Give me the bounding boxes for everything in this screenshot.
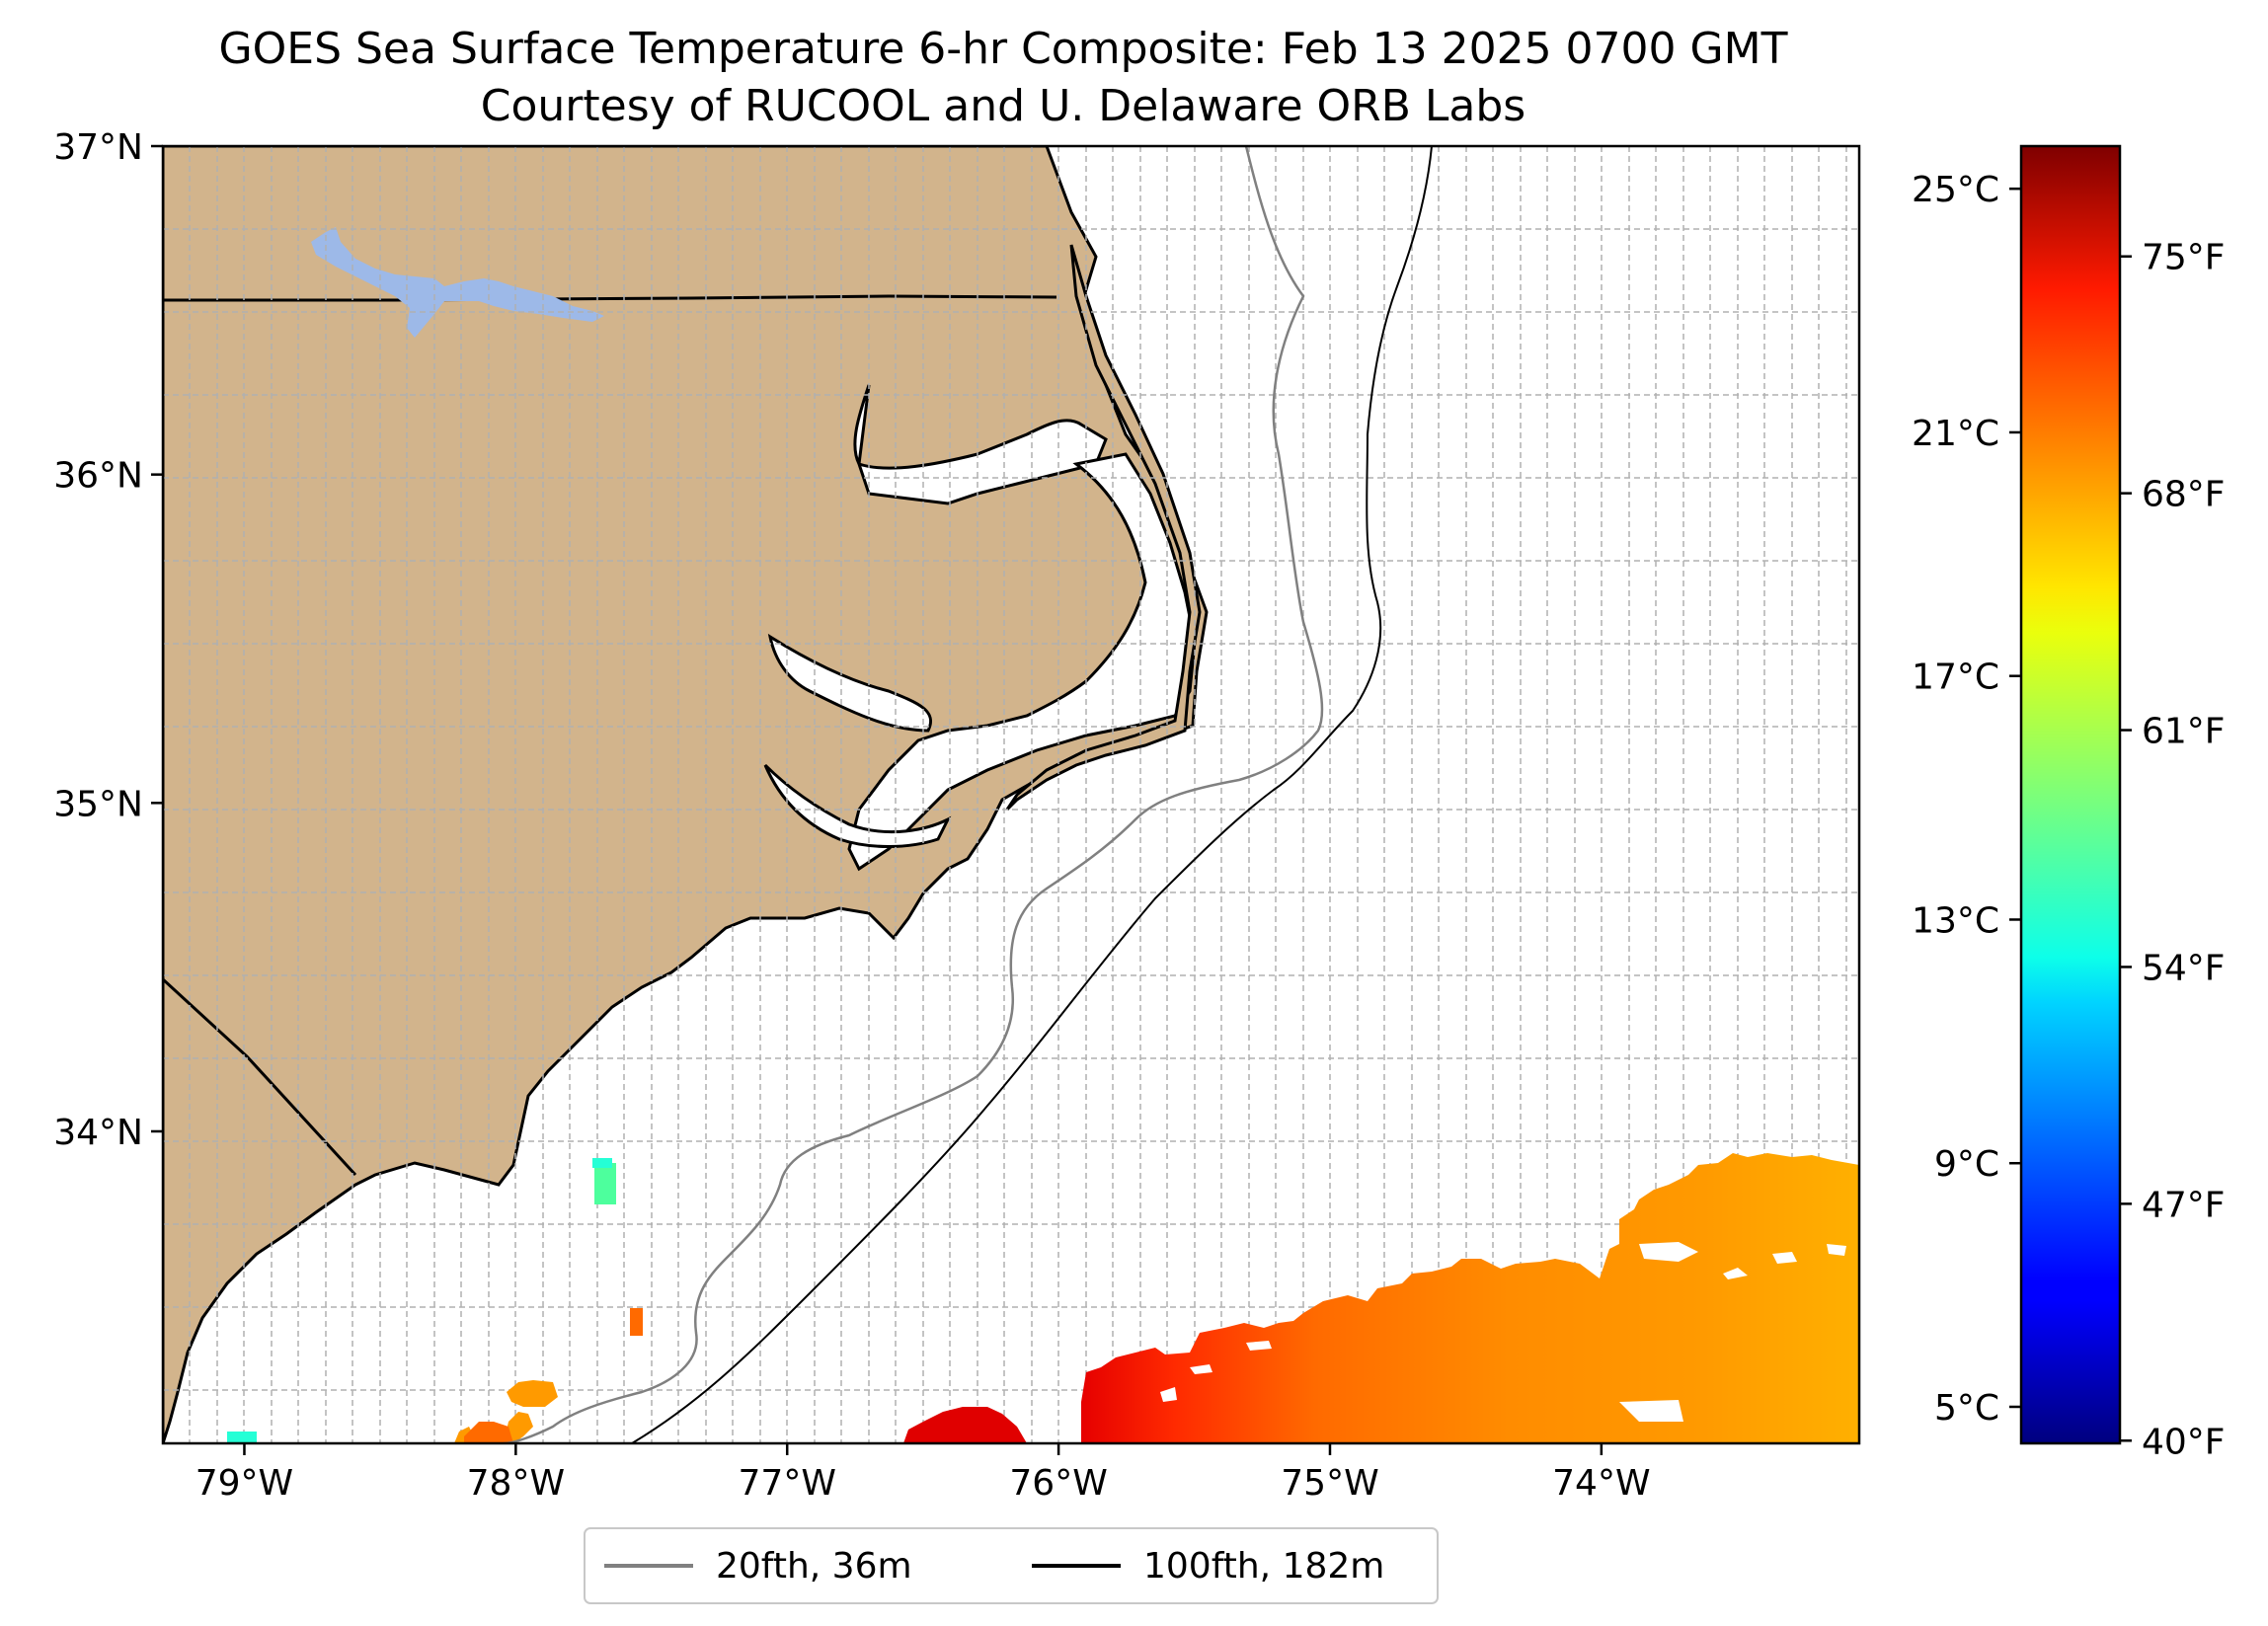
legend-label-100fth: 100fth, 182m xyxy=(1143,1546,1384,1587)
nc-sc-border xyxy=(163,977,357,1177)
lon-tick-label: 79°W xyxy=(196,1463,293,1504)
sst-holes xyxy=(1160,1242,1846,1422)
figure-title-line1: GOES Sea Surface Temperature 6-hr Compos… xyxy=(219,24,1788,74)
colorbar-gradient xyxy=(2019,144,2122,1445)
sst-red-blob xyxy=(903,1407,1027,1443)
legend-box xyxy=(584,1527,1439,1604)
lat-tick-label: 34°N xyxy=(53,1113,143,1153)
lon-tick-label: 78°W xyxy=(467,1463,565,1504)
celsius-ticks: 25°C 21°C 17°C 13°C 9°C 5°C xyxy=(1912,170,2021,1429)
sst-small-orange xyxy=(454,1380,558,1443)
lon-tick-label: 75°W xyxy=(1281,1463,1378,1504)
lake-kerr-gaston xyxy=(311,227,604,338)
colorbar: 25°C 21°C 17°C 13°C 9°C 5°C 75°F 68°F 61°F 54°F 4… xyxy=(1912,144,2226,1462)
sst-orange-spot xyxy=(630,1308,643,1336)
fahrenheit-tick-label: 75°F xyxy=(2142,238,2226,278)
fahrenheit-ticks: 75°F 68°F 61°F 54°F 47°F 40°F xyxy=(2120,238,2226,1462)
sst-cyan-spot xyxy=(227,1432,257,1443)
fahrenheit-tick-label: 47°F xyxy=(2142,1185,2226,1225)
outer-banks xyxy=(1005,244,1202,812)
lon-tick-label: 74°W xyxy=(1552,1463,1650,1504)
celsius-tick-label: 5°C xyxy=(1934,1388,1999,1429)
pamlico-sound xyxy=(847,452,1197,872)
gridlines xyxy=(163,146,1859,1443)
sst-green-patch xyxy=(594,1163,616,1204)
lat-tick-label: 37°N xyxy=(53,127,143,168)
lat-tick-label: 36°N xyxy=(53,456,143,497)
pamlico-river-inlet xyxy=(767,633,932,733)
sst-green-patch-top xyxy=(592,1158,612,1168)
fahrenheit-tick-label: 54°F xyxy=(2142,948,2226,988)
neuse-river-inlet xyxy=(763,763,952,848)
latitude-axis: 37°N 36°N 35°N 34°N xyxy=(53,127,163,1153)
fahrenheit-tick-label: 61°F xyxy=(2142,712,2226,752)
isobath-100fth xyxy=(631,146,1433,1443)
legend: 20fth, 36m 100fth, 182m xyxy=(584,1527,1439,1604)
celsius-tick-label: 25°C xyxy=(1912,170,1999,210)
celsius-tick-label: 21°C xyxy=(1912,414,1999,454)
map-panel xyxy=(163,146,1859,1443)
sst-main-patch xyxy=(1081,1153,1859,1443)
isobath-20fth xyxy=(503,146,1324,1443)
fahrenheit-tick-label: 68°F xyxy=(2142,475,2226,515)
va-nc-border xyxy=(163,294,1057,302)
fahrenheit-tick-label: 40°F xyxy=(2142,1422,2226,1462)
longitude-axis: 79°W 78°W 77°W 76°W 75°W 74°W xyxy=(196,1443,1651,1504)
legend-label-20fth: 20fth, 36m xyxy=(716,1546,912,1587)
celsius-tick-label: 13°C xyxy=(1912,900,1999,941)
lat-tick-label: 35°N xyxy=(53,784,143,824)
map-frame xyxy=(161,144,1861,1445)
lon-tick-label: 77°W xyxy=(739,1463,836,1504)
figure-title-line2: Courtesy of RUCOOL and U. Delaware ORB L… xyxy=(481,81,1525,131)
lon-tick-label: 76°W xyxy=(1009,1463,1107,1504)
celsius-tick-label: 17°C xyxy=(1912,658,1999,698)
celsius-tick-label: 9°C xyxy=(1934,1144,1999,1185)
sst-orange-dark xyxy=(464,1422,513,1443)
